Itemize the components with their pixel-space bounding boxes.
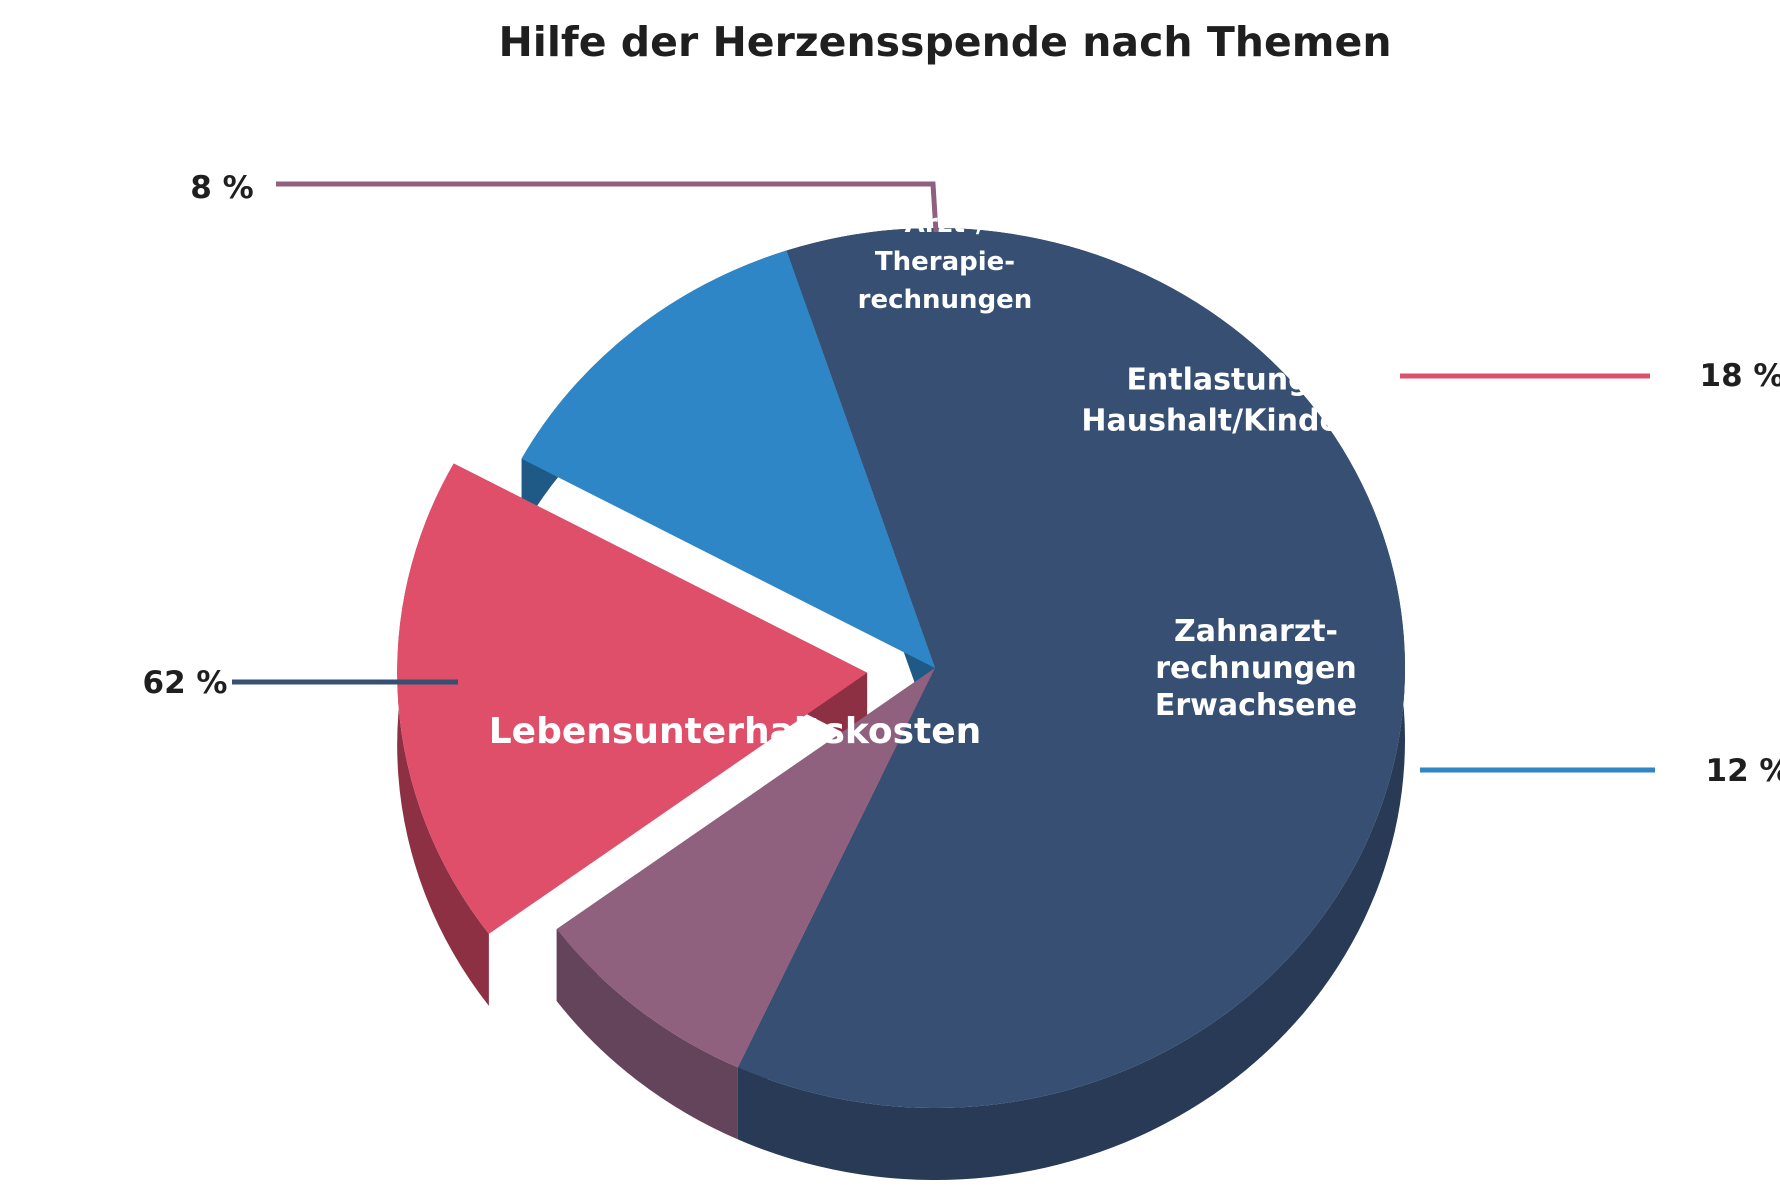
slice-labels: Lebensunterhaltskosten Arzt-/ Therapie-rec… — [489, 209, 1357, 752]
slice-label-lebensunterhaltskosten: Lebensunterhaltskosten — [489, 711, 982, 752]
slice-label-line: Zahnarzt- — [1174, 614, 1338, 649]
value-label-lebensunterhaltskosten: 62 % — [143, 665, 228, 701]
value-label-zahnarztrechnungen-erwachsene: 12 % — [1706, 753, 1780, 789]
pie-slice-zahnarztrechnungen-erwachsene[interactable] — [521, 250, 935, 669]
leader-line-arzt-therapierechnungen — [276, 181, 939, 233]
slice-label-line: rechnungen — [858, 285, 1033, 315]
slice-label-entlastung-haushalt-kinder: Entlastung Haushalt/Kinder — [1081, 363, 1354, 439]
value-label-arzt-therapierechnungen: 8 % — [190, 170, 253, 206]
value-labels: 62 % 8 % 18 % 12 % — [143, 170, 1780, 789]
slice-label-line: Therapie- — [875, 247, 1015, 277]
pie-slice-entlastung-haushalt-kinder[interactable] — [397, 463, 868, 934]
slice-label-zahnarztrechnungen-erwachsene: Zahnarzt-rechnungen Erwachsene — [1155, 614, 1357, 723]
slice-label-line: Lebensunterhaltskosten — [489, 711, 982, 752]
value-label-entlastung-haushalt-kinder: 18 % — [1700, 358, 1780, 394]
slice-label-line: Haushalt/Kinder — [1081, 404, 1354, 439]
slice-label-line: Arzt-/ — [905, 209, 986, 239]
pie-slices — [397, 227, 1406, 1108]
pie-slice-lebensunterhaltskosten[interactable] — [737, 227, 1406, 1108]
slice-rim-arzt-therapierechnungen — [556, 929, 738, 1140]
slice-label-line: rechnungen — [1155, 651, 1357, 686]
chart-title: Hilfe der Herzensspende nach Themen — [498, 18, 1391, 66]
slice-label-line: Entlastung — [1126, 363, 1309, 398]
leader-lines — [232, 181, 1655, 773]
pie-slice-arzt-therapierechnungen[interactable] — [556, 668, 935, 1068]
slice-label-line: Erwachsene — [1155, 688, 1357, 723]
slice-label-arzt-therapierechnungen: Arzt-/ Therapie-rechnungen — [858, 209, 1033, 315]
